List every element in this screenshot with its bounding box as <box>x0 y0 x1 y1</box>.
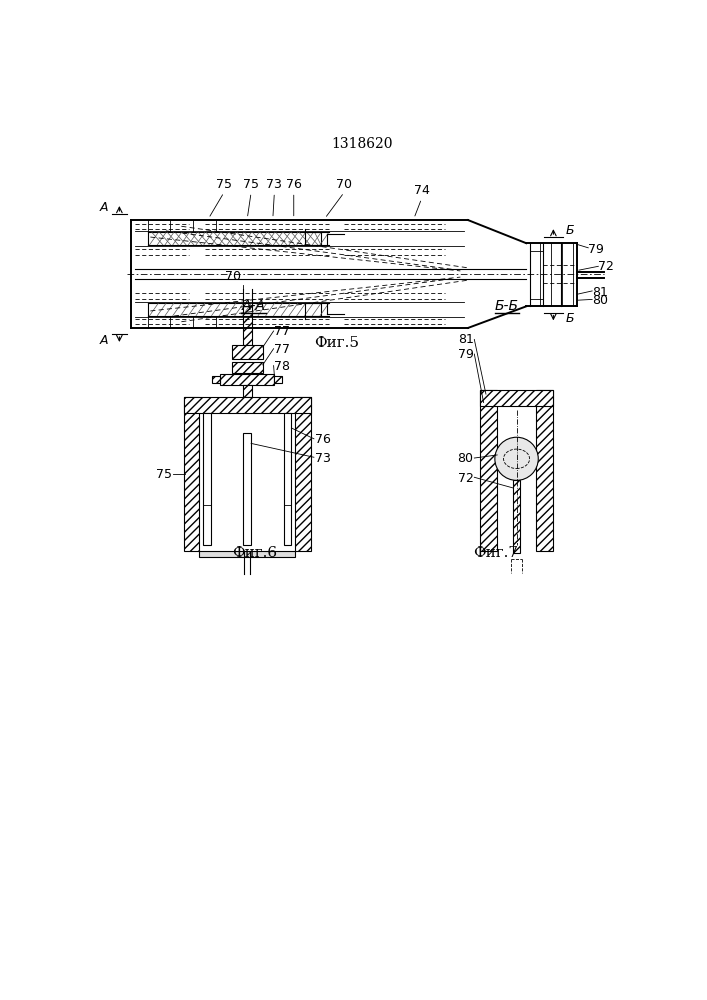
Text: 79: 79 <box>588 243 604 256</box>
Text: 81: 81 <box>457 333 474 346</box>
Bar <box>480 389 554 406</box>
Text: 80: 80 <box>592 294 608 307</box>
Circle shape <box>495 437 538 480</box>
Text: Б: Б <box>566 312 574 325</box>
Text: 1318620: 1318620 <box>331 137 392 151</box>
Text: Фиг.7: Фиг.7 <box>473 546 518 560</box>
Bar <box>296 397 311 551</box>
Bar <box>513 480 520 553</box>
Text: Фиг.5: Фиг.5 <box>314 336 359 350</box>
Text: А: А <box>99 334 107 347</box>
Bar <box>243 306 252 345</box>
Text: 78: 78 <box>274 360 291 373</box>
Text: 76: 76 <box>315 433 331 446</box>
Bar <box>232 362 263 373</box>
Bar <box>203 413 211 545</box>
Bar <box>184 397 311 413</box>
Bar <box>480 389 497 551</box>
Text: А: А <box>99 201 107 214</box>
Text: 70: 70 <box>336 178 352 191</box>
Text: 70: 70 <box>225 270 241 283</box>
Text: 73: 73 <box>267 178 282 191</box>
Text: 73: 73 <box>315 452 331 465</box>
Bar <box>274 376 282 383</box>
Text: Фиг.6: Фиг.6 <box>233 546 278 560</box>
Text: 79: 79 <box>457 348 474 361</box>
Text: Б: Б <box>566 224 574 237</box>
Bar <box>220 374 274 385</box>
Bar <box>284 413 291 545</box>
Text: 74: 74 <box>414 184 430 197</box>
Bar <box>243 385 252 397</box>
Text: 77: 77 <box>274 325 291 338</box>
Text: 75: 75 <box>243 178 259 191</box>
Text: 80: 80 <box>457 452 474 465</box>
Text: 77: 77 <box>274 343 291 356</box>
Bar <box>184 397 199 551</box>
Bar <box>199 551 296 557</box>
Text: 75: 75 <box>156 468 172 481</box>
Text: А-А: А-А <box>242 298 265 312</box>
Text: 72: 72 <box>598 260 614 273</box>
Text: 75: 75 <box>216 178 232 191</box>
Bar <box>232 345 263 359</box>
Bar <box>243 433 251 545</box>
Bar <box>212 376 220 383</box>
Text: Б-Б: Б-Б <box>495 298 519 312</box>
Text: 81: 81 <box>592 286 608 299</box>
Bar <box>537 389 554 551</box>
Text: 72: 72 <box>457 472 474 485</box>
Text: 76: 76 <box>286 178 302 191</box>
